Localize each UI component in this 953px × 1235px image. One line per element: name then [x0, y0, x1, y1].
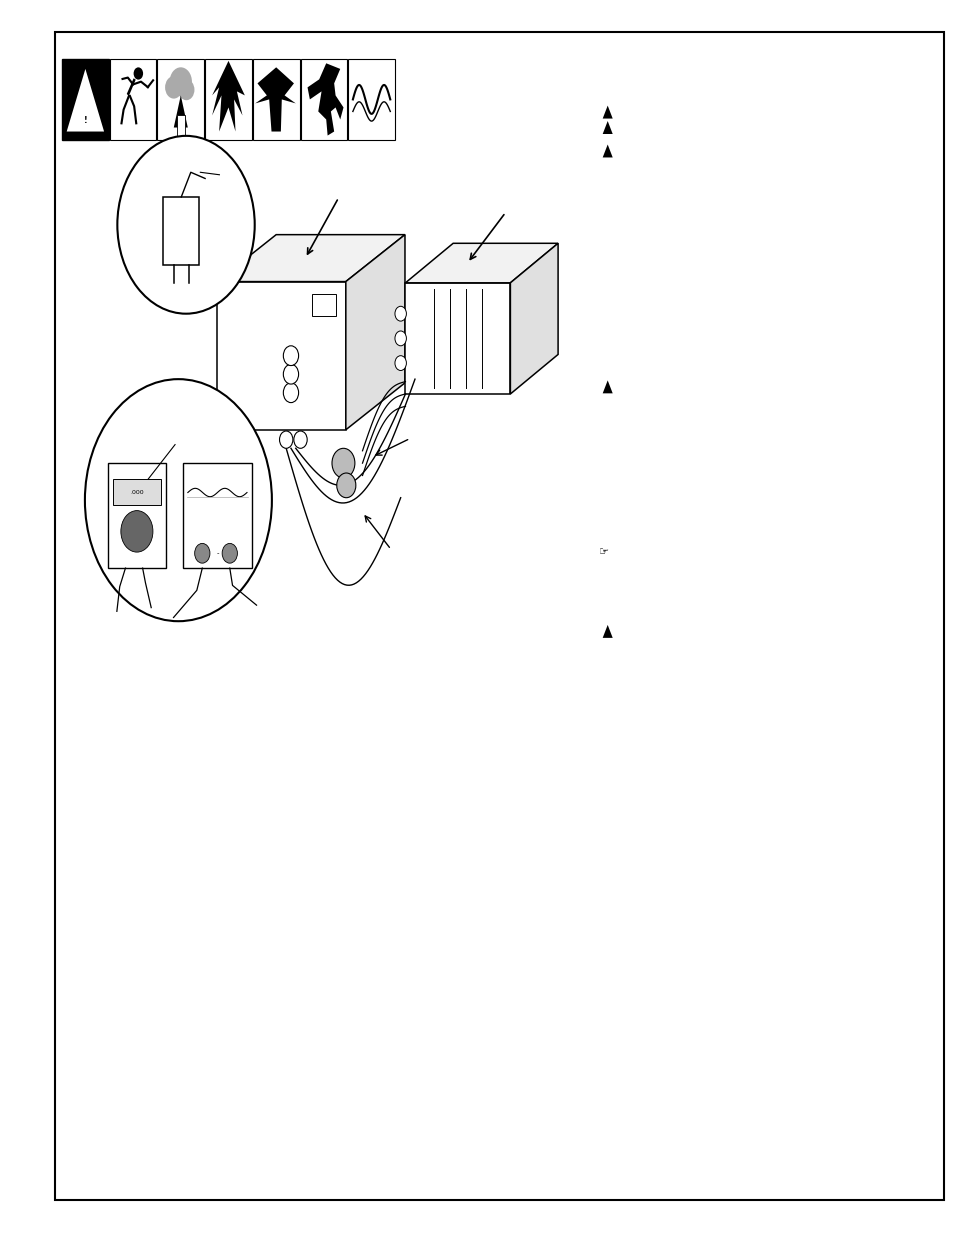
Circle shape: [117, 136, 254, 314]
Polygon shape: [67, 69, 104, 132]
Circle shape: [165, 77, 182, 99]
Polygon shape: [602, 144, 612, 157]
Polygon shape: [127, 78, 135, 96]
Circle shape: [336, 473, 355, 498]
Circle shape: [332, 448, 355, 478]
Bar: [300, 59, 347, 140]
Circle shape: [194, 543, 210, 563]
Bar: [313, 294, 336, 316]
Bar: [110, 59, 156, 140]
Bar: [177, 116, 184, 136]
Circle shape: [283, 364, 298, 384]
Polygon shape: [216, 235, 404, 282]
Circle shape: [395, 306, 406, 321]
Bar: [163, 198, 199, 266]
Bar: [348, 59, 395, 140]
Polygon shape: [212, 61, 245, 132]
Bar: [253, 59, 299, 140]
Text: -: -: [216, 551, 218, 556]
Bar: [183, 463, 252, 568]
Circle shape: [279, 431, 293, 448]
Bar: [405, 283, 510, 394]
Polygon shape: [602, 380, 612, 393]
Polygon shape: [345, 235, 404, 430]
Polygon shape: [510, 243, 558, 394]
Bar: [157, 59, 204, 140]
Circle shape: [395, 356, 406, 370]
Bar: [112, 479, 160, 505]
Bar: [108, 463, 166, 568]
Bar: [205, 59, 252, 140]
Polygon shape: [405, 243, 558, 283]
Circle shape: [170, 68, 192, 96]
Circle shape: [395, 331, 406, 346]
Circle shape: [222, 543, 237, 563]
Text: ☞: ☞: [598, 547, 608, 557]
Polygon shape: [602, 121, 612, 135]
Circle shape: [294, 431, 307, 448]
Text: .000: .000: [130, 490, 144, 495]
Polygon shape: [220, 257, 233, 306]
Circle shape: [283, 346, 298, 366]
Polygon shape: [602, 625, 612, 638]
Polygon shape: [307, 63, 343, 136]
Polygon shape: [216, 380, 248, 458]
Text: !: !: [84, 116, 87, 125]
Polygon shape: [602, 106, 612, 119]
Circle shape: [283, 383, 298, 403]
Circle shape: [178, 79, 194, 100]
Polygon shape: [254, 67, 295, 132]
Bar: [216, 282, 345, 430]
Polygon shape: [173, 95, 188, 127]
Circle shape: [121, 510, 152, 552]
Circle shape: [85, 379, 272, 621]
Bar: [62, 59, 109, 140]
Circle shape: [133, 68, 143, 79]
